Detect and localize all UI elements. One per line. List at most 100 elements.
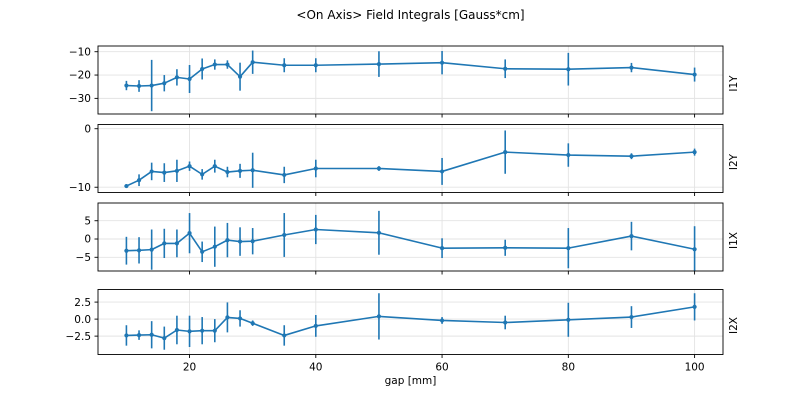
- data-point: [212, 244, 217, 249]
- data-point: [376, 314, 382, 319]
- ylabel-i1y: I1Y: [728, 75, 740, 92]
- data-point: [629, 314, 634, 320]
- data-point: [225, 62, 230, 67]
- data-point: [162, 336, 167, 341]
- x-tick-label: 100: [685, 362, 705, 374]
- y-tick-label: −20: [69, 70, 91, 82]
- y-tick-label: −2.5: [66, 331, 92, 343]
- subplot-i1y: −10 −20 −30 I1Y: [69, 45, 740, 118]
- data-point: [136, 333, 142, 338]
- y-tick-label: 0.0: [74, 314, 91, 326]
- data-point: [124, 83, 129, 88]
- y-tick-label: 2.5: [74, 297, 91, 309]
- data-point: [136, 178, 142, 183]
- ylabel-i1x: I1X: [728, 232, 740, 249]
- data-point: [439, 169, 445, 174]
- x-axis-label: gap [mm]: [384, 375, 437, 387]
- data-point: [200, 328, 205, 333]
- data-point: [313, 227, 318, 232]
- data-point: [187, 164, 192, 169]
- data-point: [149, 169, 154, 174]
- data-point: [149, 247, 154, 252]
- data-point: [237, 239, 243, 244]
- data-point: [136, 83, 142, 89]
- data-point: [200, 249, 205, 254]
- data-point: [692, 247, 697, 252]
- data-point: [282, 333, 287, 338]
- chart-title: <On Axis> Field Integrals [Gauss*cm]: [296, 8, 525, 22]
- data-point: [200, 172, 205, 177]
- data-point: [174, 168, 180, 173]
- data-point: [162, 241, 167, 246]
- data-point: [187, 76, 192, 82]
- data-point: [629, 233, 634, 239]
- axes-frame: [97, 45, 724, 115]
- data-point: [212, 62, 217, 67]
- data-point: [225, 315, 230, 320]
- data-point: [692, 304, 697, 309]
- data-point: [124, 248, 129, 253]
- data-point: [149, 83, 154, 88]
- axes-frame: [97, 202, 724, 272]
- data-point: [629, 154, 634, 159]
- data-point: [187, 329, 192, 334]
- x-tick-label: 60: [435, 362, 448, 374]
- data-point: [313, 323, 318, 329]
- ylabel-i2y: I2Y: [728, 153, 740, 170]
- x-tick-label: 40: [309, 362, 322, 374]
- y-tick-label: 0: [84, 123, 91, 135]
- data-point: [212, 164, 217, 169]
- data-point: [376, 230, 382, 235]
- data-point: [692, 150, 697, 155]
- subplot-i2x: 2.5 0.0 −2.5 I2X: [66, 289, 740, 358]
- data-point: [162, 81, 167, 86]
- series-line: [126, 228, 695, 253]
- data-point: [503, 66, 508, 71]
- data-point: [439, 246, 445, 251]
- data-point: [313, 63, 318, 68]
- data-point: [503, 150, 508, 155]
- y-tick-label: 0: [84, 234, 91, 246]
- y-tick-label: −10: [69, 182, 91, 194]
- data-point: [282, 232, 287, 238]
- data-point: [376, 166, 382, 171]
- data-point: [212, 328, 217, 333]
- data-point: [250, 321, 255, 326]
- data-point: [376, 61, 382, 67]
- data-point: [566, 152, 571, 158]
- data-point: [282, 172, 287, 178]
- data-point: [149, 332, 154, 337]
- data-point: [225, 169, 230, 175]
- data-point: [566, 317, 571, 322]
- x-tick-label: 80: [562, 362, 575, 374]
- data-point: [503, 245, 508, 250]
- y-tick-label: −10: [69, 46, 91, 58]
- data-point: [124, 183, 129, 189]
- data-point: [250, 168, 255, 173]
- series-line: [126, 151, 695, 187]
- subplot-i1x: 5 0 −5 I1X: [76, 202, 740, 275]
- x-tick-label: 20: [183, 362, 196, 374]
- data-point: [439, 60, 445, 65]
- y-tick-label: 5: [84, 215, 91, 227]
- data-point: [237, 74, 243, 79]
- data-point: [439, 318, 445, 323]
- data-point: [566, 246, 571, 251]
- data-point: [629, 65, 634, 70]
- series-line: [126, 306, 695, 339]
- data-point: [250, 60, 255, 65]
- data-point: [566, 67, 571, 72]
- data-point: [503, 320, 508, 325]
- subplot-i2y: 0 −10 I2Y: [69, 123, 740, 196]
- data-point: [187, 231, 192, 236]
- data-point: [162, 170, 167, 175]
- data-point: [237, 168, 243, 173]
- data-point: [136, 248, 142, 253]
- series-line: [126, 61, 695, 87]
- data-point: [282, 63, 287, 68]
- data-point: [250, 239, 255, 244]
- data-point: [174, 75, 180, 80]
- ylabel-i2x: I2X: [728, 317, 740, 334]
